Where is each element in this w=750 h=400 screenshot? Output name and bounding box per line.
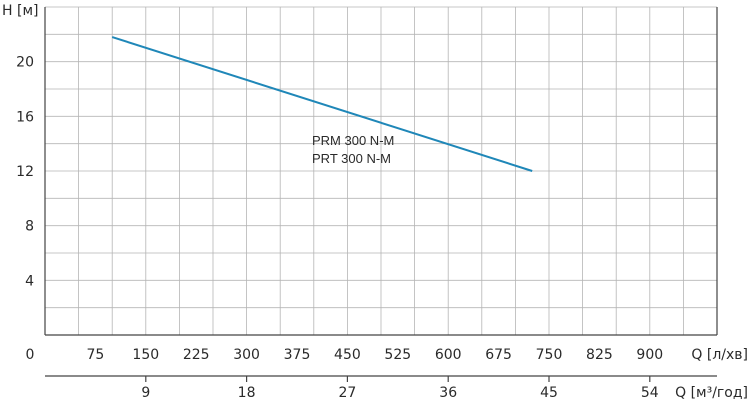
series-label-prm: PRM 300 N-M [312,133,394,148]
y-tick-label: 8 [25,219,34,235]
series-layer [111,36,533,172]
y-tick-label: 20 [16,55,34,71]
x-tick-label: 75 [86,347,104,363]
x-tick-label: 450 [334,347,361,363]
x2-tick-label: 36 [439,385,457,400]
x2-tick-label: 9 [141,385,150,400]
y-tick-label: 16 [16,109,34,125]
x2-tick-label: 27 [338,385,356,400]
x-tick-label: 150 [132,347,159,363]
x-tick-label: 600 [435,347,462,363]
grid-major [45,6,717,335]
x-axis-label: Q [л/хв] [691,347,748,363]
x-tick-label: 900 [636,347,663,363]
x2-tick-label: 54 [641,385,659,400]
x-tick-label: 675 [485,347,512,363]
x2-tick-label: 45 [540,385,558,400]
axes [44,7,718,382]
x-tick-label: 0 [26,347,35,363]
tick-labels: 4 8 12 16 20 0 75 150 225 300 375 450 525 600 675 750 82… [16,55,663,400]
x2-tick-label: 18 [238,385,256,400]
y-axis-label: H [м] [2,3,38,19]
series-line-0 [111,36,533,172]
y-tick-label: 12 [16,164,34,180]
x-tick-label: 825 [586,347,613,363]
series-label-prt: PRT 300 N-M [312,151,391,166]
x-tick-label: 225 [183,347,210,363]
x-tick-label: 300 [233,347,260,363]
x-tick-label: 525 [384,347,411,363]
x-tick-label: 750 [536,347,563,363]
y-tick-label: 4 [25,273,34,289]
x2-axis-label: Q [м³/год] [675,385,748,400]
x-tick-label: 375 [284,347,311,363]
